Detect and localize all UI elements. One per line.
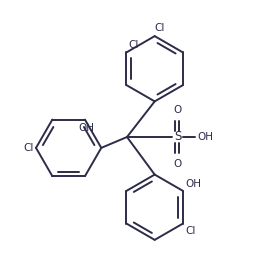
Text: Cl: Cl	[185, 226, 195, 236]
Text: S: S	[174, 130, 181, 144]
Text: Cl: Cl	[24, 143, 34, 153]
Text: O: O	[173, 159, 182, 169]
Text: Cl: Cl	[155, 23, 165, 33]
Text: OH: OH	[185, 179, 201, 189]
Text: O: O	[173, 105, 182, 115]
Text: OH: OH	[197, 132, 213, 142]
Text: OH: OH	[78, 122, 94, 133]
Text: Cl: Cl	[129, 41, 139, 50]
